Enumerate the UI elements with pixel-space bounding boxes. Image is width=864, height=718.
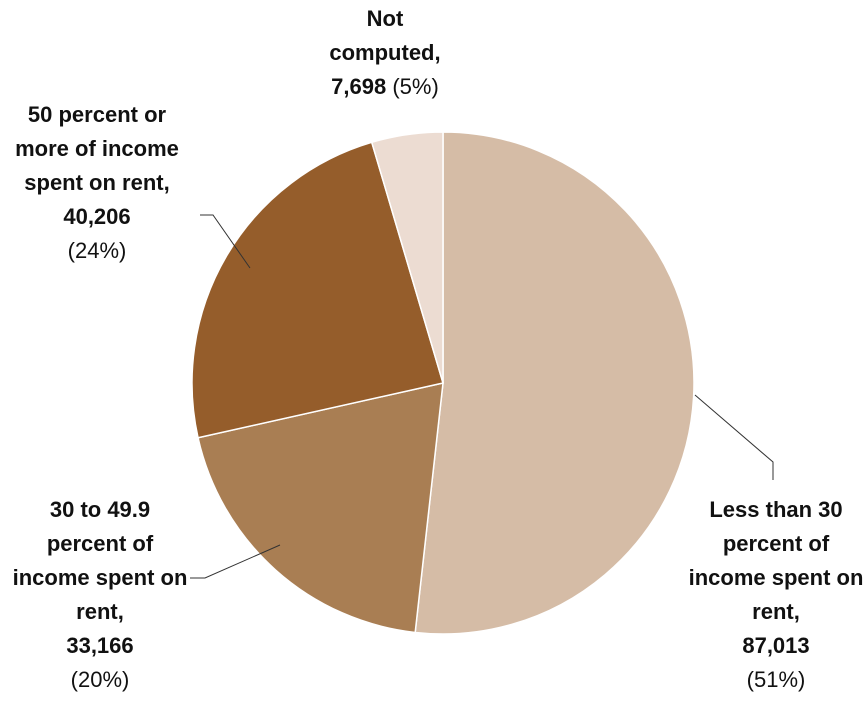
slice-label: Less than 30 percent of income spent on … [686,493,864,697]
percent-label: (20%) [70,667,130,692]
percent-label: (24%) [67,238,127,263]
value-label: 87,013 [742,633,810,658]
slice-label: 30 to 49.9 percent of income spent on re… [10,493,190,697]
value-row: 87,013 [686,629,864,663]
leader-line [694,394,774,480]
value-label: 33,166 [66,633,134,658]
slice [370,131,444,384]
slice [191,141,444,439]
leader-line [200,214,251,269]
value-row: 7,698 (5%) [323,70,448,104]
percent-row: (24%) [7,234,187,268]
category-label: 30 to 49.9 percent of income spent on re… [12,497,188,624]
value-row: 33,166 [10,629,190,663]
category-label: Not computed, [329,6,441,65]
slice-label: Not computed, 7,698 (5%) [323,2,448,104]
percent-row: (51%) [686,663,864,697]
slice [414,131,695,635]
slice-label: 50 percent or more of income spent on re… [7,98,187,268]
value-label: 40,206 [63,204,131,229]
slice [197,382,444,634]
percent-label: (51%) [746,667,806,692]
category-label: Less than 30 percent of income spent on … [688,497,864,624]
value-label: 7,698 [331,74,387,99]
percent-label: (5%) [392,74,439,99]
percent-row: (20%) [10,663,190,697]
category-label: 50 percent or more of income spent on re… [15,102,179,195]
leader-line [190,544,281,579]
value-row: 40,206 [7,200,187,234]
